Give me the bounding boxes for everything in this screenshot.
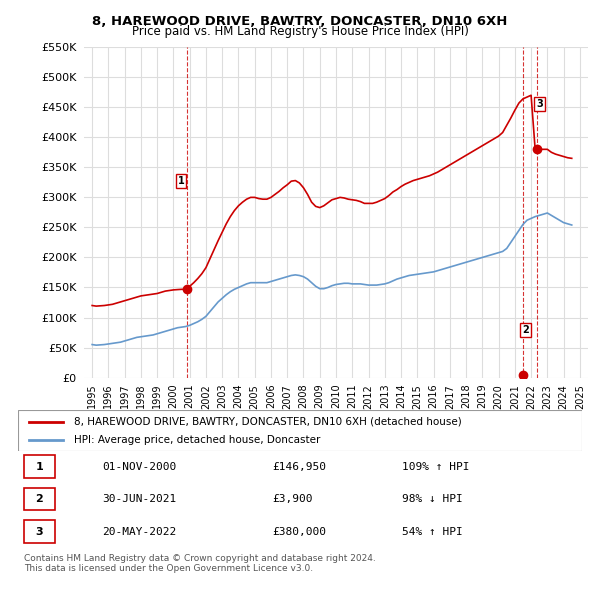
FancyBboxPatch shape [23,488,55,510]
Text: 3: 3 [536,99,543,109]
Text: 54% ↑ HPI: 54% ↑ HPI [401,527,462,536]
Text: £3,900: £3,900 [272,494,313,504]
Text: 2: 2 [522,325,529,335]
Text: £380,000: £380,000 [272,527,326,536]
Text: 01-NOV-2000: 01-NOV-2000 [103,462,177,471]
FancyBboxPatch shape [23,520,55,543]
Text: Price paid vs. HM Land Registry's House Price Index (HPI): Price paid vs. HM Land Registry's House … [131,25,469,38]
Text: 1: 1 [178,176,184,186]
Text: 1: 1 [35,462,43,471]
Text: 2: 2 [35,494,43,504]
Text: 8, HAREWOOD DRIVE, BAWTRY, DONCASTER, DN10 6XH (detached house): 8, HAREWOOD DRIVE, BAWTRY, DONCASTER, DN… [74,417,462,427]
FancyBboxPatch shape [18,410,582,451]
Text: 30-JUN-2021: 30-JUN-2021 [103,494,177,504]
Text: 20-MAY-2022: 20-MAY-2022 [103,527,177,536]
Text: 98% ↓ HPI: 98% ↓ HPI [401,494,462,504]
Text: HPI: Average price, detached house, Doncaster: HPI: Average price, detached house, Donc… [74,435,321,445]
Text: £146,950: £146,950 [272,462,326,471]
Text: 109% ↑ HPI: 109% ↑ HPI [401,462,469,471]
Text: 8, HAREWOOD DRIVE, BAWTRY, DONCASTER, DN10 6XH: 8, HAREWOOD DRIVE, BAWTRY, DONCASTER, DN… [92,15,508,28]
FancyBboxPatch shape [23,455,55,478]
Text: Contains HM Land Registry data © Crown copyright and database right 2024.
This d: Contains HM Land Registry data © Crown c… [24,554,376,573]
Text: 3: 3 [35,527,43,536]
